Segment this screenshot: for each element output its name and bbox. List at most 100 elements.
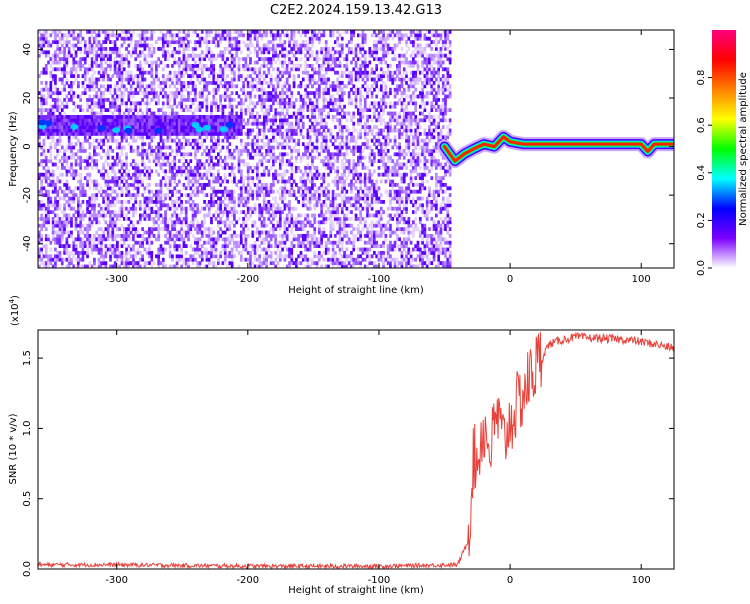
heatmap-cell [228, 189, 232, 194]
heatmap-cell [315, 125, 319, 129]
heatmap-cell [244, 162, 248, 167]
heatmap-cell [198, 244, 202, 248]
heatmap-cell [262, 166, 266, 170]
heatmap-cell [233, 132, 236, 136]
heatmap-cell [262, 220, 266, 225]
heatmap-cell [44, 244, 48, 248]
heatmap-cell [164, 125, 167, 129]
heatmap-cell [111, 166, 115, 170]
heatmap-cell [274, 169, 278, 174]
heatmap-cell [83, 115, 87, 119]
heatmap-cell [70, 33, 73, 38]
heatmap-cell [111, 247, 115, 252]
heatmap-cell [150, 132, 154, 136]
heatmap-cell [194, 53, 197, 58]
heatmap-cell [196, 142, 200, 146]
heatmap-cell [161, 138, 165, 143]
heatmap-cell [125, 213, 128, 218]
heatmap-cell [258, 213, 261, 218]
heatmap-cell [187, 74, 190, 78]
heatmap-cell [67, 142, 71, 146]
heatmap-cell [288, 247, 291, 252]
heatmap-cell [288, 223, 291, 228]
heatmap-cell [292, 138, 296, 143]
heatmap-cell [95, 132, 99, 136]
heatmap-cell [63, 60, 66, 65]
heatmap-cell [194, 186, 197, 191]
heatmap-cell [212, 189, 216, 194]
heatmap-cell [67, 206, 71, 211]
heatmap-cell [164, 196, 167, 201]
heatmap-cell [67, 47, 71, 51]
heatmap-cell [184, 213, 188, 218]
heatmap-cell [216, 169, 220, 174]
heatmap-cell [104, 98, 108, 102]
heatmap-cell [77, 125, 80, 129]
heatmap-cell [276, 33, 280, 38]
heatmap-cell [136, 162, 140, 167]
heatmap-cell [74, 128, 78, 133]
heatmap-cell [65, 162, 69, 167]
heatmap-cell [60, 77, 64, 82]
heatmap-cell [116, 98, 119, 102]
heatmap-cell [65, 132, 69, 136]
heatmap-cell [70, 234, 73, 238]
heatmap-cell [278, 223, 282, 228]
heatmap-cell [274, 60, 278, 65]
heatmap-cell [203, 183, 206, 187]
heatmap-cell [97, 183, 101, 187]
heatmap-cell [81, 251, 85, 255]
heatmap-cell [189, 53, 193, 58]
heatmap-cell [269, 138, 273, 143]
heatmap-cell [40, 257, 43, 262]
heatmap-cell [40, 223, 43, 228]
heatmap-cell [51, 121, 55, 126]
heatmap-cell [65, 43, 69, 48]
heatmap-cell [281, 237, 284, 242]
heatmap-cell [102, 217, 105, 221]
heatmap-cell [187, 152, 190, 157]
heatmap-cell [221, 118, 225, 123]
heatmap-cell [184, 172, 188, 177]
heatmap-cell [38, 176, 41, 180]
heatmap-cell [223, 220, 227, 225]
heatmap-cell [40, 234, 43, 238]
heatmap-cell [281, 186, 284, 191]
heatmap-cell [184, 57, 188, 61]
heatmap-cell [251, 77, 255, 82]
heatmap-cell [171, 77, 174, 82]
heatmap-cell [40, 104, 43, 109]
heatmap-cell [54, 155, 57, 160]
heatmap-cell [77, 104, 80, 109]
heatmap-cell [210, 149, 213, 153]
heatmap-cell [180, 257, 183, 262]
heatmap-cell [93, 210, 96, 214]
heatmap-cell [111, 213, 115, 218]
heatmap-cell [173, 91, 177, 95]
heatmap-cell [65, 159, 69, 163]
heatmap-cell [44, 213, 48, 218]
heatmap-cell [118, 200, 122, 204]
heatmap-cell [95, 60, 99, 65]
heatmap-cell [226, 87, 229, 92]
heatmap-cell [288, 176, 291, 180]
heatmap-cell [242, 125, 245, 129]
heatmap-cell [265, 247, 268, 252]
heatmap-cell [90, 179, 94, 184]
heatmap-cell [175, 244, 179, 248]
heatmap-cell [274, 50, 278, 55]
heatmap-cell [86, 240, 89, 245]
heatmap-cell [299, 240, 303, 245]
heatmap-cell [99, 206, 103, 211]
heatmap-cell [216, 162, 220, 167]
heatmap-cell [54, 128, 57, 133]
heatmap-cell [83, 125, 87, 129]
heatmap-cell [141, 118, 144, 123]
heatmap-cell [205, 30, 209, 34]
heatmap-cell [99, 247, 103, 252]
heatmap-cell [65, 115, 69, 119]
heatmap-cell [40, 203, 43, 208]
heatmap-cell [258, 81, 261, 85]
heatmap-cell [109, 115, 112, 119]
